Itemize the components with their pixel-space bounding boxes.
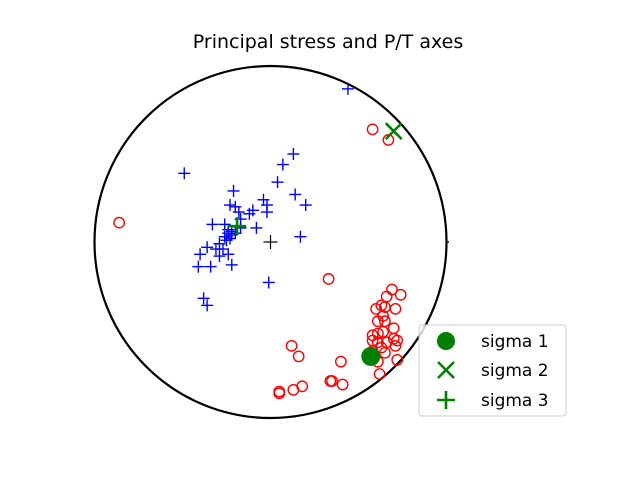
- t-axis-point: [232, 206, 245, 219]
- p-axis-point: [113, 216, 126, 229]
- t-axis-point: [213, 250, 226, 263]
- legend-marker-sigma-1: [437, 332, 455, 350]
- legend-box: [418, 324, 567, 417]
- t-axis-point: [299, 199, 312, 212]
- legend: sigma 1 sigma 2 sigma 3: [418, 324, 567, 417]
- t-axis-point: [192, 260, 205, 273]
- legend-label-sigma-3: sigma 3: [481, 391, 549, 411]
- t-axis-point: [224, 199, 237, 212]
- sigma-1-marker: [361, 346, 381, 366]
- p-axis-point: [373, 368, 386, 380]
- p-axis-point: [370, 302, 382, 315]
- t-axis-point: [225, 258, 238, 271]
- t-axis-point: [194, 248, 207, 261]
- p-axis-point: [334, 355, 347, 368]
- sigma-3-marker: [228, 217, 247, 236]
- p-axis-point: [377, 325, 390, 338]
- p-axis-point: [285, 339, 298, 352]
- t-axis-point: [276, 158, 289, 171]
- t-axis-point: [243, 207, 256, 220]
- chart-title: Principal stress and P/T axes: [193, 31, 463, 53]
- t-axis-point: [227, 184, 240, 197]
- p-axis-point: [326, 375, 338, 387]
- t-axis-point: [178, 167, 191, 180]
- p-axis-point: [336, 378, 349, 391]
- t-axis-point: [204, 260, 217, 273]
- sigma-2-marker: [384, 122, 403, 141]
- t-axis-point: [206, 218, 219, 231]
- legend-label-sigma-2: sigma 2: [481, 361, 549, 381]
- p-axis-point: [292, 350, 305, 363]
- p-axis-point: [391, 354, 404, 366]
- t-axis-point: [209, 243, 222, 256]
- legend-label-sigma-1: sigma 1: [481, 332, 549, 352]
- p-axis-point: [389, 339, 402, 352]
- t-axis-point: [201, 299, 214, 312]
- t-axis-point: [220, 234, 233, 247]
- p-axis-point: [378, 346, 391, 359]
- p-axis-point: [387, 322, 400, 335]
- legend-marker-sigma-3: [437, 391, 455, 409]
- t-axes-layer: [178, 82, 354, 312]
- t-axis-point: [271, 176, 284, 189]
- p-axes-layer: [113, 123, 407, 400]
- p-axis-point: [389, 302, 402, 315]
- t-axis-point: [250, 221, 263, 234]
- center-plus-mark: [263, 235, 278, 249]
- p-axis-point: [273, 387, 286, 400]
- t-axis-point: [222, 248, 235, 261]
- t-axis-point: [341, 82, 354, 95]
- legend-markers: [437, 332, 455, 409]
- p-axis-point: [371, 315, 384, 328]
- t-axis-point: [289, 188, 302, 201]
- t-axis-point: [294, 230, 307, 243]
- t-axis-point: [201, 241, 214, 254]
- p-axis-point: [287, 383, 300, 396]
- t-axis-point: [260, 206, 273, 219]
- legend-marker-sigma-2: [437, 361, 455, 379]
- t-axis-point: [197, 292, 210, 305]
- sigma-markers-layer: [228, 122, 403, 366]
- p-axis-point: [366, 123, 379, 136]
- t-axis-point: [287, 148, 300, 160]
- p-axis-point: [322, 273, 335, 285]
- center-mark-layer: [263, 235, 278, 249]
- p-axis-point: [394, 288, 407, 301]
- t-axis-point: [262, 276, 275, 289]
